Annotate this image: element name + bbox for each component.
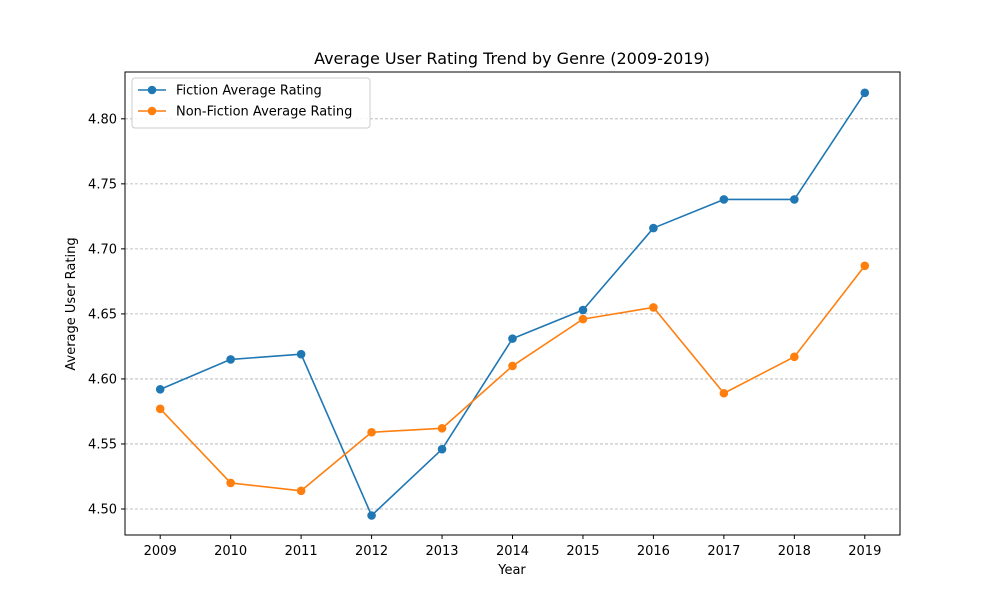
data-point <box>296 349 306 359</box>
data-point <box>437 424 447 433</box>
x-axis-label: Year <box>497 563 526 578</box>
data-point <box>578 305 588 315</box>
data-point <box>860 261 870 271</box>
y-tick-label: 4.80 <box>88 112 117 127</box>
y-tick-label: 4.75 <box>88 177 117 192</box>
data-point <box>296 486 306 496</box>
data-point <box>226 355 235 364</box>
legend-marker <box>147 106 157 116</box>
x-tick-label: 2009 <box>144 544 177 559</box>
data-point <box>367 427 376 437</box>
series-layer <box>155 88 870 520</box>
data-point <box>226 478 235 488</box>
x-tick-label: 2017 <box>707 544 740 559</box>
y-tick-label: 4.65 <box>88 307 117 322</box>
legend-label: Non-Fiction Average Rating <box>176 105 352 120</box>
data-point <box>719 195 729 204</box>
legend: Fiction Average Rating Non-Fiction Averag… <box>131 77 371 129</box>
data-point <box>578 314 588 324</box>
y-tick-label: 4.70 <box>88 242 117 257</box>
data-point <box>155 404 165 414</box>
series-line-1 <box>159 265 866 492</box>
y-axis: 4.50 4.55 4.60 4.65 4.70 4.75 4.80 <box>88 112 125 517</box>
x-tick-label: 2016 <box>637 544 670 559</box>
data-point <box>155 385 165 394</box>
x-tick-label: 2012 <box>355 544 388 559</box>
x-tick-label: 2018 <box>778 544 811 559</box>
data-point <box>508 361 517 371</box>
plot-frame <box>124 71 901 536</box>
x-tick-label: 2014 <box>496 544 529 559</box>
data-point <box>790 195 799 204</box>
y-axis-label: Average User Rating <box>64 237 79 370</box>
data-point <box>437 444 447 454</box>
legend-marker <box>147 85 157 95</box>
x-axis: 2009 2010 2011 2012 2013 2014 2015 2016 2017 2018… <box>144 535 881 559</box>
x-tick-label: 2010 <box>214 544 247 559</box>
y-tick-label: 4.50 <box>88 502 117 517</box>
y-tick-label: 4.55 <box>88 437 117 452</box>
x-tick-label: 2011 <box>285 544 318 559</box>
chart-title: Average User Rating Trend by Genre (2009… <box>314 49 710 68</box>
legend-box <box>131 77 371 129</box>
data-point <box>719 388 729 398</box>
data-point <box>508 334 517 343</box>
data-point <box>649 303 658 312</box>
data-point <box>790 352 799 362</box>
data-point <box>367 511 376 520</box>
grid-layer <box>125 118 900 510</box>
legend-label: Fiction Average Rating <box>176 84 322 99</box>
x-tick-label: 2013 <box>425 544 458 559</box>
y-tick-label: 4.60 <box>88 372 117 387</box>
x-tick-label: 2019 <box>848 544 881 559</box>
data-point <box>649 223 658 233</box>
x-tick-label: 2015 <box>566 544 599 559</box>
data-point <box>860 88 870 98</box>
series-line-0 <box>159 92 866 517</box>
